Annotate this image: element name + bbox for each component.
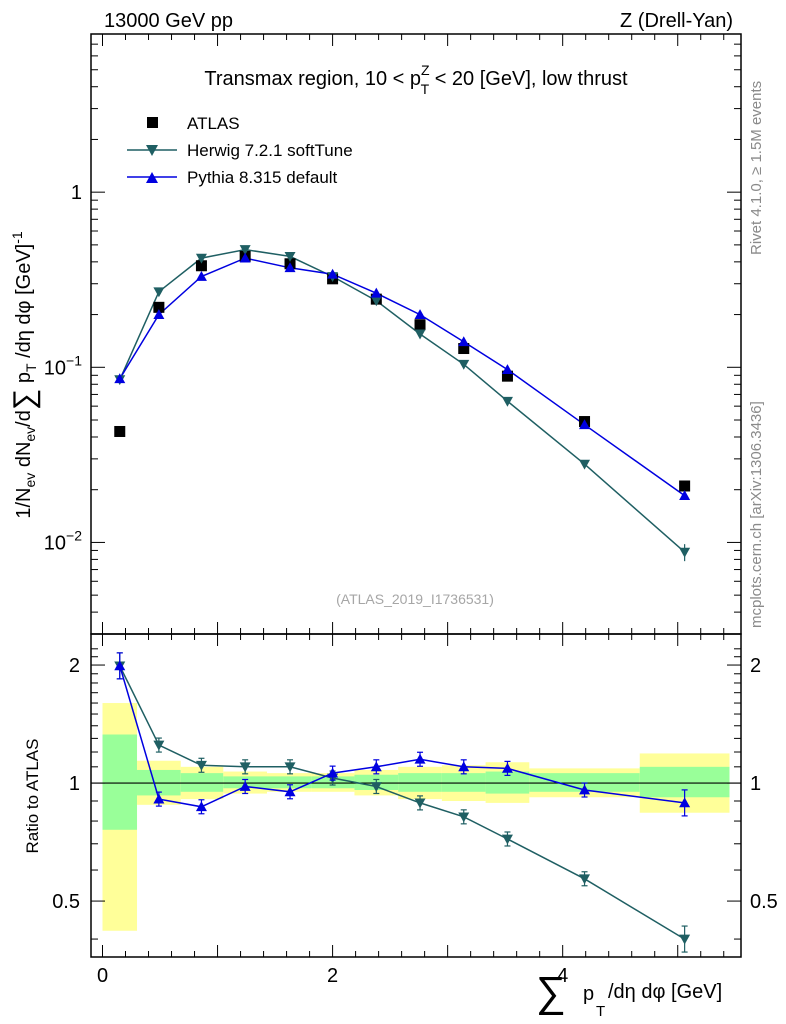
pythia-point bbox=[239, 252, 251, 263]
ratio-y-tick-label-left: 2 bbox=[69, 655, 80, 677]
herwig-point bbox=[239, 245, 251, 256]
pythia-point bbox=[679, 490, 691, 501]
svg-text:1/Nev dNev/d∑ pT /dη dφ [GeV]: 1/Nev dNev/d∑ pT /dη dφ [GeV]-1 bbox=[8, 231, 41, 519]
pythia-ratio-point bbox=[414, 753, 426, 764]
ratio-frame bbox=[90, 633, 742, 958]
reference-name: (ATLAS_2019_I1736531) bbox=[336, 591, 494, 607]
x-tick-label: 4 bbox=[557, 965, 568, 987]
pythia-ratio-point bbox=[239, 780, 251, 791]
atlas-data-point bbox=[114, 425, 126, 437]
ratio-y-tick-label-right: 0.5 bbox=[750, 891, 778, 913]
axes: 0 2 4 10−2 10−1 1 0.5 0.5 1 1 2 2 bbox=[44, 33, 778, 987]
pythia-point bbox=[579, 419, 591, 430]
herwig-ratio-point bbox=[501, 834, 513, 845]
svg-text:/dη dφ [GeV]: /dη dφ [GeV] bbox=[608, 981, 722, 1003]
pythia-ratio-point bbox=[195, 801, 207, 812]
header-left: 13000 GeV pp bbox=[104, 10, 233, 32]
legend-herwig-label: Herwig 7.2.1 softTune bbox=[187, 141, 353, 160]
herwig-point bbox=[679, 547, 691, 558]
pythia-ratio-point bbox=[327, 767, 339, 778]
ratio-uncertainty-bands bbox=[102, 703, 730, 931]
herwig-point bbox=[153, 287, 165, 298]
pythia-ratio-point bbox=[284, 786, 296, 797]
pythia-ratio-point bbox=[114, 660, 126, 671]
atlas-data-point bbox=[458, 343, 470, 355]
pythia-point bbox=[195, 270, 207, 281]
atlas-data-point bbox=[153, 301, 165, 313]
y-tick-label: 10−2 bbox=[44, 527, 82, 554]
pythia-point bbox=[458, 336, 470, 347]
main-title: Transmax region, 10 < pZ T < 20 [GeV], lo… bbox=[204, 62, 628, 97]
pythia-point bbox=[370, 287, 382, 298]
ratio-band-inner bbox=[267, 776, 312, 789]
herwig-ratio-point bbox=[458, 812, 470, 823]
svg-text:T: T bbox=[596, 1003, 605, 1020]
ratio-y-tick-label-left: 0.5 bbox=[52, 891, 80, 913]
pythia-point bbox=[284, 262, 296, 273]
pythia-ratio-point bbox=[370, 761, 382, 772]
pythia-ratio-point bbox=[679, 797, 691, 808]
atlas-data-point bbox=[679, 480, 691, 492]
mcplots-label: mcplots.cern.ch [arXiv:1306.3436] bbox=[748, 401, 765, 628]
ratio-y-tick-label-left: 1 bbox=[69, 773, 80, 795]
pythia-point bbox=[114, 373, 126, 384]
herwig-point bbox=[284, 251, 296, 262]
herwig-point bbox=[579, 459, 591, 470]
atlas-data-point bbox=[195, 260, 207, 272]
pythia-ratio-point bbox=[579, 784, 591, 795]
ratio-line-herwig bbox=[119, 665, 685, 940]
legend-pythia-marker bbox=[146, 172, 158, 183]
pythia-point bbox=[414, 309, 426, 319]
herwig-ratio-point bbox=[679, 934, 691, 945]
pythia-point bbox=[327, 268, 339, 279]
herwig-point bbox=[458, 359, 470, 370]
herwig-point bbox=[414, 329, 426, 340]
main-line-pythia bbox=[119, 257, 686, 497]
pythia-ratio-point bbox=[458, 761, 470, 772]
main-line-herwig bbox=[119, 248, 686, 553]
pythia-ratio-point bbox=[153, 793, 165, 804]
legend-pythia-label: Pythia 8.315 default bbox=[187, 168, 338, 187]
herwig-point bbox=[501, 396, 513, 407]
herwig-ratio-point bbox=[370, 782, 382, 792]
main-y-axis-label: 1/Nev dNev/d∑ pT /dη dφ [GeV]-1 bbox=[8, 231, 41, 519]
ratio-line-pythia bbox=[119, 665, 685, 808]
herwig-ratio-point bbox=[195, 760, 207, 771]
legend-herwig-marker bbox=[146, 145, 158, 156]
main-series bbox=[114, 245, 691, 562]
legend-atlas-marker bbox=[147, 117, 158, 128]
svg-text:∑: ∑ bbox=[536, 968, 566, 1015]
x-tick-label: 2 bbox=[327, 965, 338, 987]
ratio-y-tick-label-right: 1 bbox=[750, 773, 761, 795]
herwig-ratio-point bbox=[153, 740, 165, 751]
legend-atlas-label: ATLAS bbox=[187, 114, 240, 133]
herwig-point bbox=[195, 253, 207, 264]
herwig-ratio-point bbox=[414, 798, 426, 809]
pythia-ratio-point bbox=[501, 762, 513, 773]
x-axis-label: ∑ p T /dη dφ [GeV] bbox=[536, 968, 722, 1020]
pythia-point bbox=[153, 309, 165, 319]
herwig-ratio-point bbox=[284, 762, 296, 773]
atlas-data-point bbox=[414, 319, 426, 331]
pythia-point bbox=[501, 364, 513, 375]
y-tick-label: 1 bbox=[71, 182, 82, 204]
ratio-y-axis-label: Ratio to ATLAS bbox=[23, 739, 42, 854]
herwig-point bbox=[370, 296, 382, 307]
atlas-data-point bbox=[501, 370, 513, 382]
ratio-y-tick-label-right: 2 bbox=[750, 655, 761, 677]
herwig-ratio-point bbox=[579, 874, 591, 885]
svg-text:p: p bbox=[583, 983, 594, 1005]
ratio-series bbox=[114, 652, 691, 953]
header-right: Z (Drell-Yan) bbox=[620, 10, 733, 32]
herwig-ratio-point bbox=[239, 762, 251, 773]
legend: ATLAS Herwig 7.2.1 softTune Pythia 8.315… bbox=[127, 114, 353, 187]
rivet-label: Rivet 4.1.0, ≥ 1.5M events bbox=[748, 81, 765, 255]
x-tick-label: 0 bbox=[97, 965, 108, 987]
ratio-band-inner bbox=[102, 734, 138, 830]
y-tick-label: 10−1 bbox=[44, 352, 82, 379]
